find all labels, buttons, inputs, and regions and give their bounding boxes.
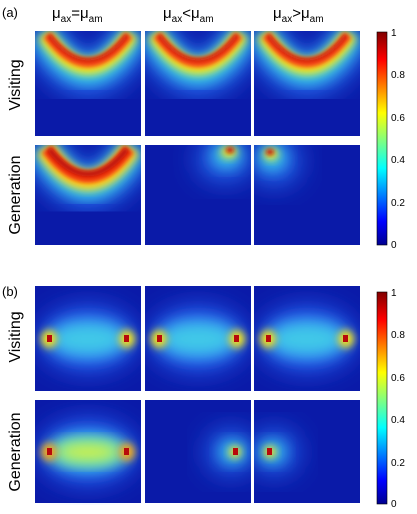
map-a-visiting-greater <box>254 31 360 136</box>
colorbar-a: 1 0.8 0.6 0.4 0.2 0 <box>376 28 405 251</box>
colorbar-a-tick-0.6: 0.6 <box>391 113 405 124</box>
map-a-generation-equal <box>35 145 141 245</box>
svg-text:μax=μam: μax=μam <box>52 5 103 25</box>
map-b-visiting-less <box>145 286 251 391</box>
panel-label-a: (a) <box>2 5 18 20</box>
map-b-generation-equal <box>35 400 141 503</box>
colorbar-a-tick-0: 0 <box>391 240 397 251</box>
map-b-generation-less <box>145 400 251 503</box>
colorbar-b-tick-1: 1 <box>391 288 397 299</box>
column-title-equal: μax=μam <box>52 5 103 25</box>
colorbar-b: 1 0.8 0.6 0.4 0.2 0 <box>376 288 405 510</box>
colorbar-b-tick-0.4: 0.4 <box>391 415 405 426</box>
colorbar-b-tick-0.2: 0.2 <box>391 458 405 469</box>
map-b-visiting-equal <box>35 286 141 391</box>
map-a-visiting-equal <box>35 31 141 136</box>
column-title-greater: μax>μam <box>273 5 324 25</box>
row-label-visiting-a: Visiting <box>7 59 24 110</box>
colorbar-a-tick-0.4: 0.4 <box>391 155 405 166</box>
row-label-visiting-b: Visiting <box>7 311 24 362</box>
map-b-generation-greater <box>254 400 360 503</box>
colorbar-a-tick-0.8: 0.8 <box>391 70 405 81</box>
map-a-generation-greater <box>254 145 360 245</box>
row-label-generation-a: Generation <box>7 155 24 234</box>
colorbar-b-tick-0: 0 <box>391 499 397 510</box>
column-title-less: μax<μam <box>163 5 214 25</box>
map-b-visiting-greater <box>254 286 360 391</box>
map-a-visiting-less <box>145 31 251 136</box>
panel-label-b: (b) <box>2 284 18 299</box>
colorbar-b-tick-0.8: 0.8 <box>391 330 405 341</box>
svg-text:μax<μam: μax<μam <box>163 5 214 25</box>
colorbar-b-tick-0.6: 0.6 <box>391 373 405 384</box>
svg-text:μax>μam: μax>μam <box>273 5 324 25</box>
colorbar-a-tick-0.2: 0.2 <box>391 198 405 209</box>
colorbar-a-tick-1: 1 <box>391 28 397 39</box>
map-a-generation-less <box>145 145 251 245</box>
row-label-generation-b: Generation <box>7 412 24 491</box>
